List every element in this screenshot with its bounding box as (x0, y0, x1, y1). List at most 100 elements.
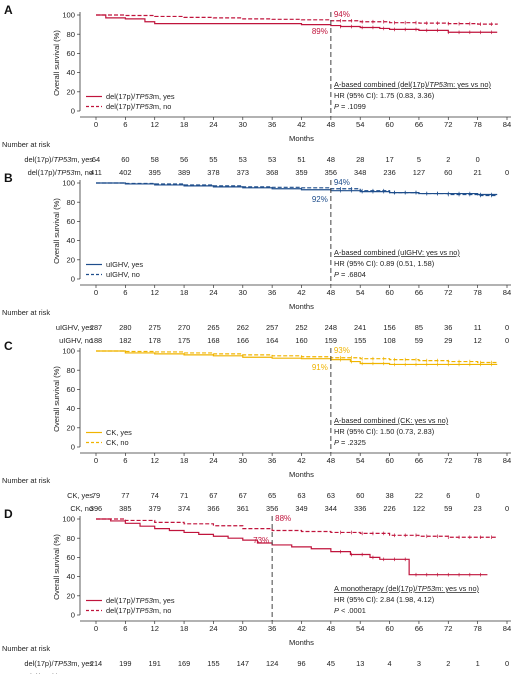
risk-value: 122 (413, 504, 425, 513)
p-value: P < .0001 (334, 606, 366, 615)
y-axis-label: Overall survival (%) (52, 30, 61, 96)
series-line-no (96, 182, 498, 197)
risk-value: 379 (149, 504, 161, 513)
risk-value: 277 (237, 672, 249, 674)
x-tick-label: 54 (356, 120, 364, 129)
risk-value: 28 (356, 155, 364, 164)
panel-letter: D (4, 507, 13, 521)
y-tick-label: 100 (62, 515, 75, 524)
landmark-label-upper: 93% (334, 346, 350, 355)
series-line-no (96, 350, 498, 364)
risk-value: 169 (178, 659, 190, 668)
x-tick-label: 42 (297, 624, 305, 633)
risk-row-label: CK, no (70, 504, 93, 513)
risk-value: 0 (505, 504, 509, 513)
risk-row-label: del(17p)/TP53m, no (28, 672, 93, 674)
stats-title: A-based combined (uIGHV: yes vs no) (334, 248, 460, 257)
risk-value: 402 (119, 168, 131, 177)
x-tick-label: 60 (385, 288, 393, 297)
y-tick-label: 100 (62, 347, 75, 356)
risk-value: 51 (297, 155, 305, 164)
risk-value: 71 (180, 491, 188, 500)
risk-value: 23 (474, 504, 482, 513)
risk-value: 2 (446, 659, 450, 668)
p-value: P = .1099 (334, 102, 366, 111)
risk-row-label: del(17p)/TP53m, yes (24, 659, 93, 668)
risk-value: 168 (207, 336, 219, 345)
risk-value: 1 (476, 659, 480, 668)
x-tick-label: 30 (239, 288, 247, 297)
landmark-label-lower: 89% (312, 27, 328, 36)
x-tick-label: 0 (94, 456, 98, 465)
risk-value: 48 (327, 155, 335, 164)
landmark-label-upper: 94% (334, 178, 350, 187)
risk-value: 96 (297, 659, 305, 668)
risk-value: 378 (207, 168, 219, 177)
risk-value: 77 (121, 491, 129, 500)
risk-table-title: Number at risk (2, 476, 50, 485)
risk-value: 17 (385, 155, 393, 164)
risk-value: 368 (266, 168, 278, 177)
x-tick-label: 54 (356, 288, 364, 297)
x-tick-label: 54 (356, 456, 364, 465)
risk-value: 64 (92, 155, 100, 164)
risk-value: 52 (385, 672, 393, 674)
risk-value: 6 (446, 491, 450, 500)
y-tick-label: 60 (67, 553, 75, 562)
y-tick-label: 20 (67, 87, 75, 96)
risk-value: 340 (90, 672, 102, 674)
risk-value: 38 (385, 491, 393, 500)
risk-value: 166 (237, 336, 249, 345)
x-tick-label: 12 (150, 624, 158, 633)
landmark-label-upper: 94% (334, 10, 350, 19)
risk-value: 389 (178, 168, 190, 177)
panel-letter: A (4, 3, 13, 17)
hazard-ratio: HR (95% CI): 1.75 (0.83, 3.36) (334, 91, 434, 100)
risk-value: 374 (178, 504, 190, 513)
legend-label: del(17p)/TP53m, yes (106, 92, 175, 101)
risk-value: 2 (446, 155, 450, 164)
risk-value: 7 (505, 672, 509, 674)
risk-value: 356 (266, 504, 278, 513)
risk-row-label: uIGHV, yes (56, 323, 93, 332)
risk-value: 29 (444, 336, 452, 345)
risk-value: 287 (90, 323, 102, 332)
risk-value: 261 (266, 672, 278, 674)
risk-value: 0 (505, 168, 509, 177)
risk-value: 3 (417, 659, 421, 668)
risk-value: 349 (295, 504, 307, 513)
hazard-ratio: HR (95% CI): 0.89 (0.51, 1.58) (334, 259, 434, 268)
x-tick-label: 24 (209, 120, 217, 129)
risk-value: 124 (266, 659, 278, 668)
x-tick-label: 66 (415, 456, 423, 465)
risk-value: 361 (237, 504, 249, 513)
x-tick-label: 60 (385, 456, 393, 465)
x-tick-label: 72 (444, 624, 452, 633)
risk-value: 191 (149, 659, 161, 668)
landmark-label-lower: 73% (253, 536, 269, 545)
hazard-ratio: HR (95% CI): 1.50 (0.73, 2.83) (334, 427, 434, 436)
series-line-yes (96, 182, 498, 196)
x-tick-label: 84 (503, 288, 511, 297)
p-value: P = .6804 (334, 270, 366, 279)
risk-value: 127 (413, 168, 425, 177)
risk-value: 262 (237, 323, 249, 332)
risk-value: 45 (327, 659, 335, 668)
panel-letter: B (4, 171, 13, 185)
x-tick-label: 84 (503, 624, 511, 633)
risk-value: 59 (415, 336, 423, 345)
risk-value: 67 (239, 491, 247, 500)
risk-value: 236 (383, 168, 395, 177)
risk-value: 411 (90, 168, 102, 177)
x-tick-label: 72 (444, 288, 452, 297)
legend-label: uIGHV, yes (106, 260, 143, 269)
risk-value: 108 (383, 336, 395, 345)
risk-value: 188 (90, 336, 102, 345)
risk-value: 63 (327, 491, 335, 500)
risk-value: 395 (149, 168, 161, 177)
y-tick-label: 40 (67, 236, 75, 245)
